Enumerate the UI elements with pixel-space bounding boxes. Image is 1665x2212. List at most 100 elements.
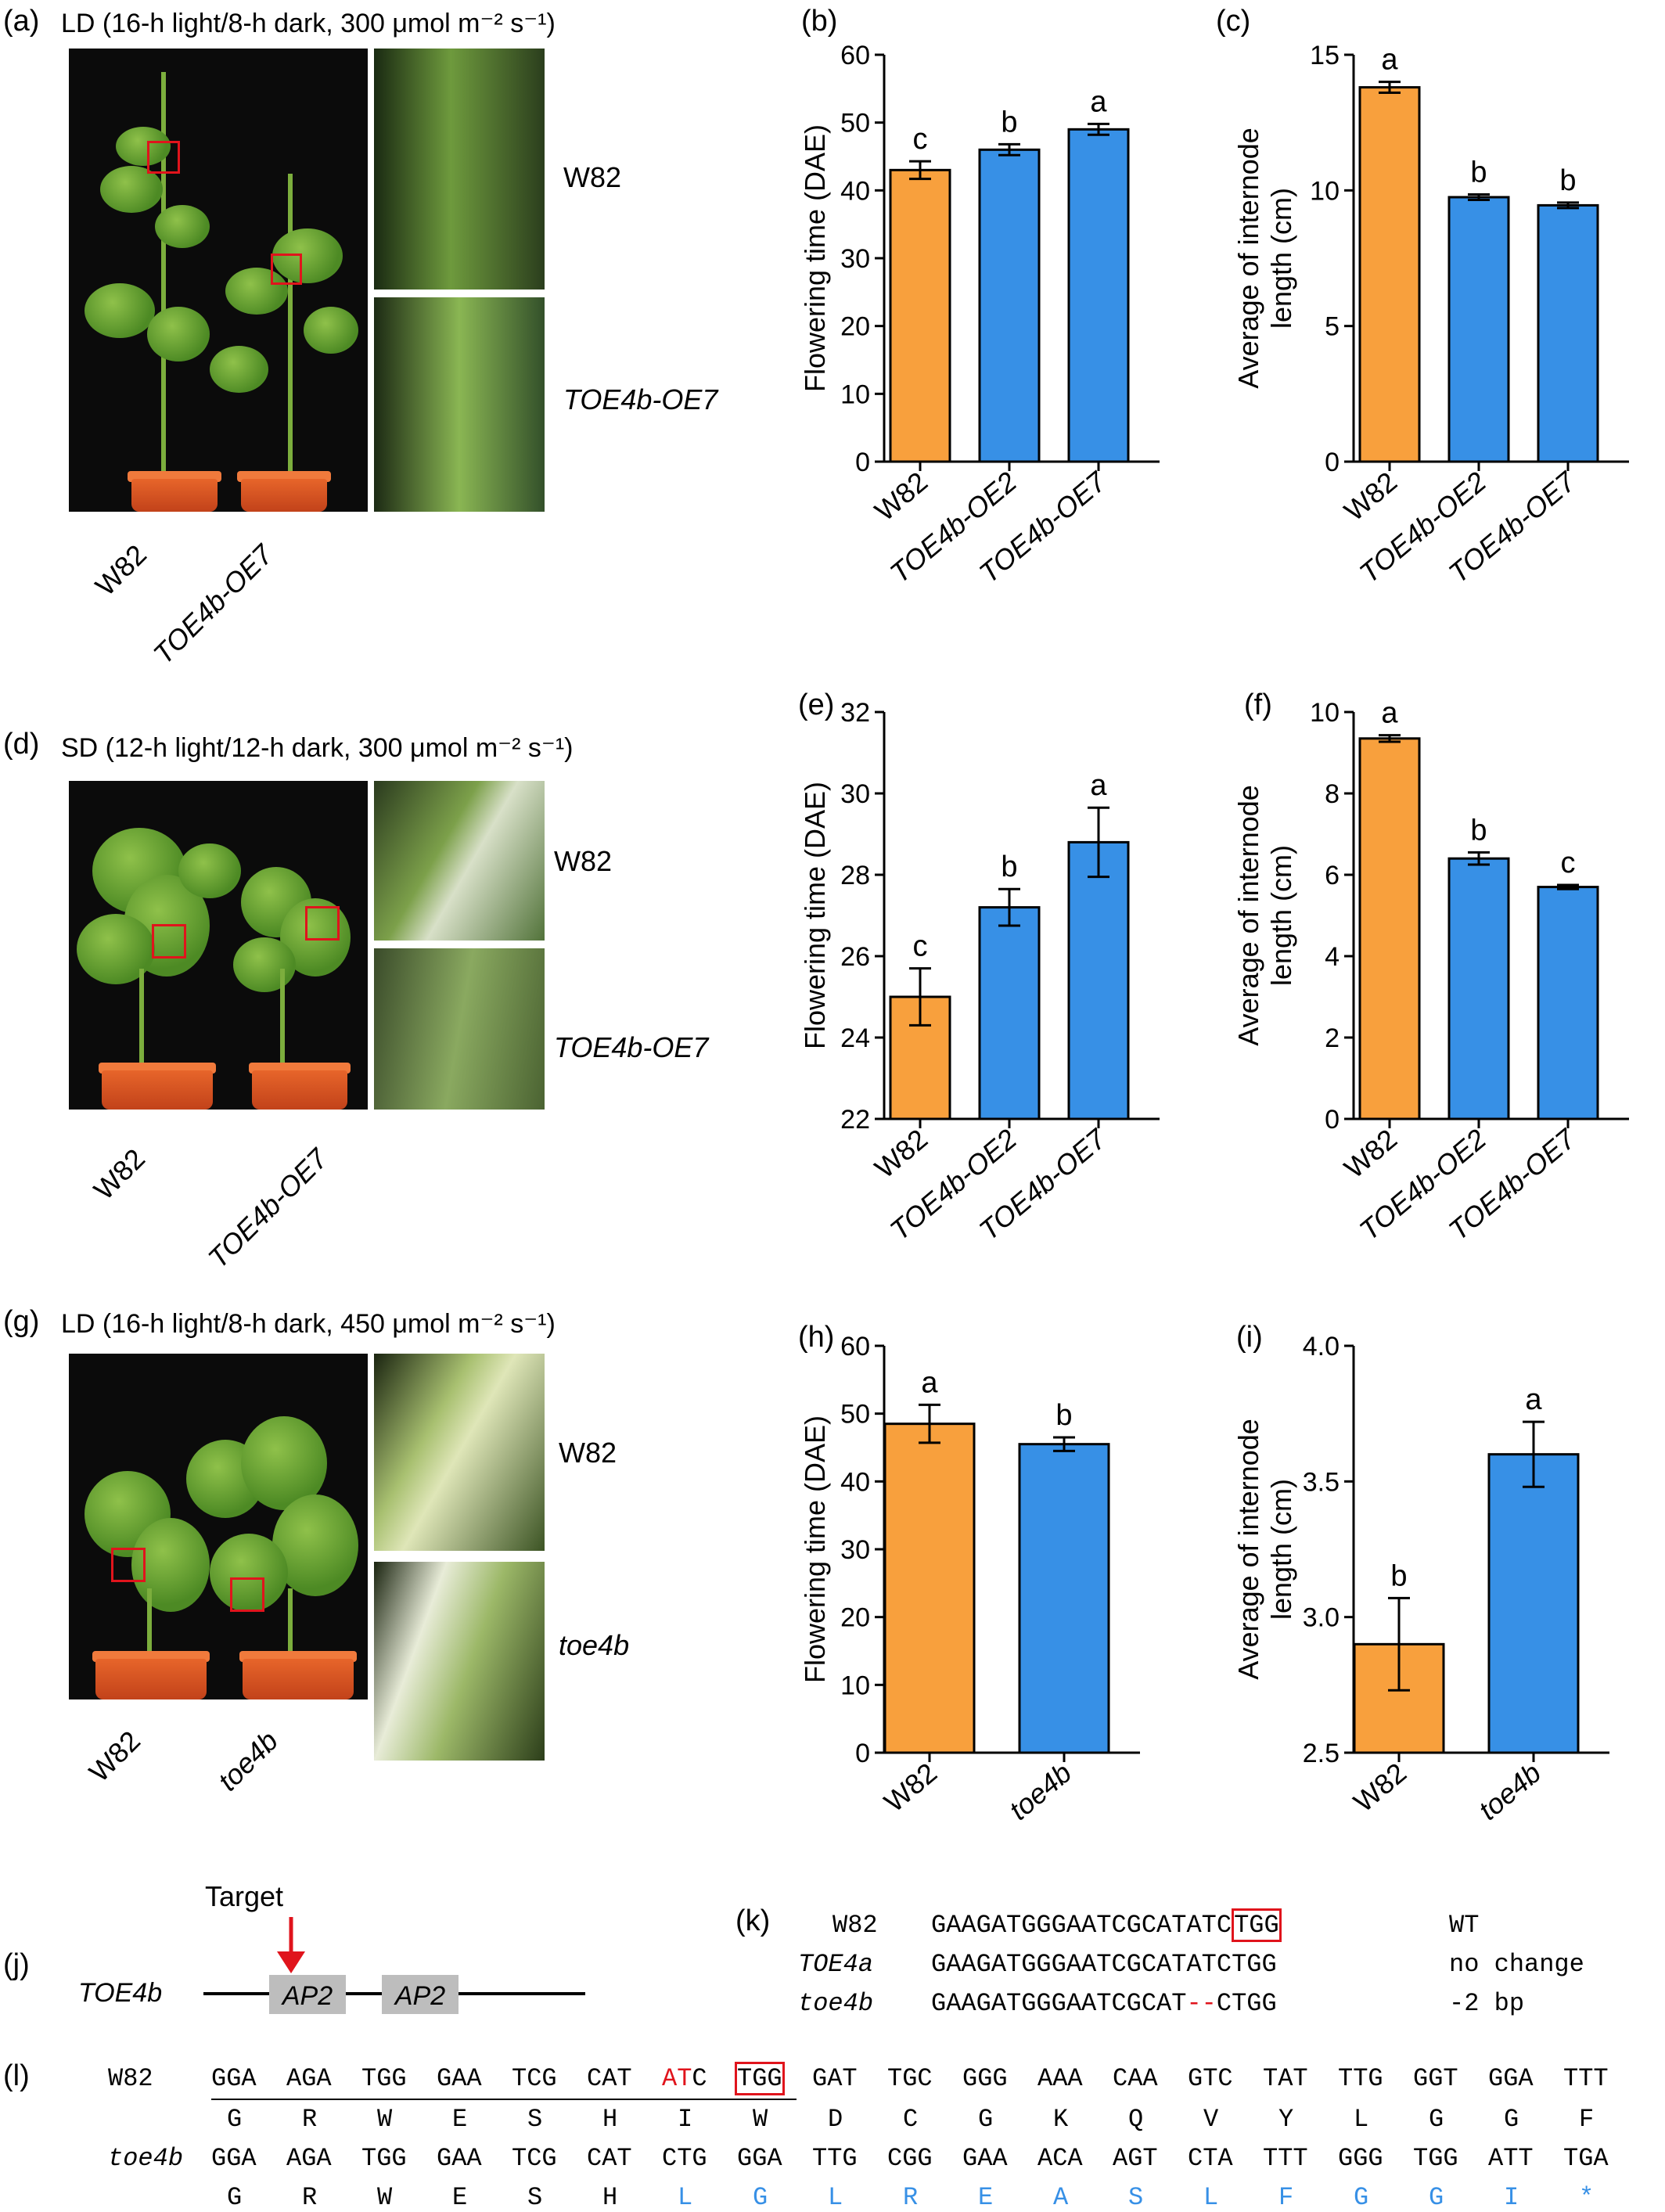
condition-d: SD (12-h light/12-h dark, 300 μmol m⁻² s… bbox=[61, 733, 574, 763]
amino-acid-w82: E bbox=[452, 2105, 468, 2134]
x-tick-label: toe4b bbox=[1473, 1757, 1547, 1826]
codon-w82: GAT bbox=[812, 2064, 858, 2093]
y-tick-label: 0 bbox=[1325, 1105, 1340, 1135]
y-tick-label: 0 bbox=[855, 448, 870, 477]
codon-w82: GGA bbox=[1488, 2064, 1534, 2093]
bar bbox=[1358, 86, 1421, 463]
gene-name: TOE4b bbox=[78, 1978, 162, 2008]
y-axis-label: Flowering time (DAE) bbox=[799, 1415, 831, 1683]
zoom-photo-bottom-a bbox=[374, 297, 545, 512]
codon-w82: GGA bbox=[211, 2064, 257, 2093]
y-tick-label: 22 bbox=[840, 1105, 870, 1135]
significance-letter: a bbox=[921, 1366, 938, 1399]
zoom-caption-top-g: W82 bbox=[559, 1437, 617, 1469]
plant-label: W82 bbox=[87, 1142, 152, 1207]
zoom-photo-bottom-g bbox=[374, 1562, 545, 1761]
codon-toe4b: ACA bbox=[1037, 2144, 1083, 2173]
amino-acid-w82: D bbox=[828, 2105, 843, 2134]
amino-acid-w82: I bbox=[678, 2105, 693, 2134]
x-tick-label: W82 bbox=[1338, 466, 1403, 527]
codon-w82: GGG bbox=[962, 2064, 1008, 2093]
x-tick-label: W82 bbox=[878, 1757, 943, 1818]
plant-label: W82 bbox=[82, 1725, 147, 1789]
k-name-w82: W82 bbox=[832, 1911, 878, 1940]
codon-toe4b: GGG bbox=[1338, 2144, 1383, 2173]
y-tick-label: 50 bbox=[840, 109, 870, 138]
amino-acid-toe4b: S bbox=[527, 2183, 543, 2212]
significance-letter: a bbox=[1090, 85, 1107, 118]
amino-acid-toe4b: H bbox=[602, 2183, 618, 2212]
codon-toe4b: CTA bbox=[1188, 2144, 1233, 2173]
codon-toe4b: ATT bbox=[1488, 2144, 1534, 2173]
y-tick-label: 30 bbox=[840, 1535, 870, 1565]
y-axis-label: Flowering time (DAE) bbox=[799, 782, 831, 1049]
y-tick-label: 20 bbox=[840, 1603, 870, 1633]
codon-w82: TTG bbox=[1338, 2064, 1383, 2093]
significance-letter: c bbox=[913, 930, 928, 963]
y-tick-label: 10 bbox=[840, 379, 870, 409]
zoom-region-box bbox=[271, 254, 302, 285]
amino-acid-w82: G bbox=[227, 2105, 243, 2134]
y-tick-label: 60 bbox=[840, 41, 870, 70]
amino-acid-toe4b: E bbox=[452, 2183, 468, 2212]
k-seq-w82: GAAGATGGGAATCGCATATCTGG bbox=[931, 1908, 1282, 1942]
y-tick-label: 10 bbox=[1310, 698, 1340, 728]
panel-label-k: (k) bbox=[735, 1904, 771, 1937]
codon-toe4b: TCG bbox=[512, 2144, 557, 2173]
y-tick-label: 40 bbox=[840, 1467, 870, 1497]
amino-acid-toe4b: R bbox=[903, 2183, 919, 2212]
bar bbox=[1018, 1443, 1110, 1754]
y-axis-label: length (cm) bbox=[1265, 188, 1297, 329]
zoom-region-box bbox=[111, 1548, 146, 1582]
bar bbox=[1487, 1453, 1580, 1754]
panel-label-d: (d) bbox=[3, 728, 40, 761]
amino-acid-toe4b: G bbox=[1354, 2183, 1369, 2212]
panel-label-b: (b) bbox=[801, 5, 838, 38]
codon-toe4b: GAA bbox=[962, 2144, 1008, 2173]
bar bbox=[883, 1423, 976, 1754]
y-tick-label: 40 bbox=[840, 176, 870, 206]
k-note-w82: WT bbox=[1449, 1911, 1480, 1940]
y-tick-label: 0 bbox=[1325, 448, 1340, 477]
codon-w82: TTT bbox=[1563, 2064, 1609, 2093]
ap2-domain-box bbox=[269, 1975, 346, 2014]
target-label: Target bbox=[205, 1880, 283, 1912]
zoom-photo-top-g bbox=[374, 1354, 545, 1551]
zoom-photo-top-a bbox=[374, 49, 545, 290]
y-axis-label: length (cm) bbox=[1265, 1479, 1297, 1620]
y-tick-label: 2 bbox=[1325, 1023, 1340, 1053]
plant-photo-d bbox=[69, 781, 368, 1110]
amino-acid-w82: R bbox=[302, 2105, 318, 2134]
zoom-caption-bottom-g: toe4b bbox=[559, 1629, 630, 1661]
amino-acid-w82: G bbox=[978, 2105, 994, 2134]
amino-acid-toe4b: G bbox=[1429, 2183, 1444, 2212]
codon-toe4b: GAA bbox=[437, 2144, 482, 2173]
l-name-toe4b: toe4b bbox=[108, 2144, 184, 2173]
panel-label-i: (i) bbox=[1236, 1321, 1263, 1354]
codon-toe4b: CTG bbox=[662, 2144, 707, 2173]
ap2-domain-box bbox=[382, 1975, 459, 2014]
y-tick-label: 4.0 bbox=[1303, 1332, 1340, 1361]
codon-toe4b: CGG bbox=[887, 2144, 933, 2173]
k-note-toe4a: no change bbox=[1449, 1950, 1584, 1979]
amino-acid-toe4b: I bbox=[1504, 2183, 1519, 2212]
y-tick-label: 15 bbox=[1310, 41, 1340, 70]
amino-acid-toe4b: A bbox=[1053, 2183, 1069, 2212]
panel-label-h: (h) bbox=[798, 1321, 835, 1354]
l-name-w82: W82 bbox=[108, 2064, 153, 2093]
zoom-region-box bbox=[305, 906, 340, 941]
codon-w82: GAA bbox=[437, 2064, 482, 2093]
bar bbox=[889, 168, 951, 463]
gene-diagram: Target TOE4b AP2 AP2 bbox=[78, 1880, 585, 2014]
zoom-caption-bottom-d: TOE4b-OE7 bbox=[554, 1031, 709, 1063]
y-axis-label: Average of internode bbox=[1232, 785, 1264, 1046]
bar bbox=[1537, 886, 1599, 1120]
amino-acid-w82: L bbox=[1354, 2105, 1369, 2134]
amino-acid-w82: Q bbox=[1128, 2105, 1144, 2134]
y-tick-label: 26 bbox=[840, 942, 870, 972]
condition-g: LD (16-h light/8-h dark, 450 μmol m⁻² s⁻… bbox=[61, 1309, 556, 1339]
amino-acid-toe4b: F bbox=[1278, 2183, 1294, 2212]
codon-toe4b: CAT bbox=[587, 2144, 632, 2173]
